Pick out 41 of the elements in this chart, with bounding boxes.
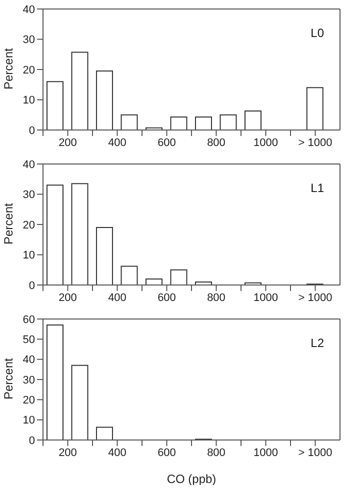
x-tick-label: 600 (158, 136, 176, 149)
y-tick-label: 40 (22, 158, 35, 171)
x-tick-label: 800 (207, 292, 226, 304)
y-tick-label: 40 (22, 354, 35, 366)
x-tick-label: > 1000 (298, 136, 332, 149)
y-tick-label: 30 (22, 34, 35, 46)
y-tick-label: 60 (22, 314, 35, 326)
x-tick-label: > 1000 (298, 292, 332, 304)
y-tick-label: 10 (22, 414, 35, 427)
y-tick-label: 50 (22, 334, 35, 346)
text: L1 (310, 181, 324, 195)
text: L0 (310, 26, 324, 40)
y-tick-label: 30 (22, 374, 35, 386)
y-axis-title: Percent (1, 202, 16, 244)
x-tick-label: 200 (58, 446, 77, 459)
y-tick-label: 20 (22, 394, 35, 407)
x-tick-label: 1000 (254, 292, 278, 304)
y-tick-label: 0 (28, 280, 35, 292)
y-tick-label: 20 (22, 64, 35, 76)
y-tick-label: 20 (22, 219, 35, 232)
x-tick-label: 200 (58, 136, 77, 149)
x-tick-label: > 1000 (298, 446, 332, 459)
y-tick-label: 0 (28, 434, 35, 447)
y-tick-label: 10 (22, 250, 35, 262)
x-tick-label: 800 (207, 136, 226, 149)
y-tick-label: 10 (22, 94, 35, 107)
text: L2 (310, 336, 324, 350)
y-axis-title: Percent (1, 47, 16, 90)
x-tick-label: 400 (108, 446, 126, 459)
x-tick-label: 600 (158, 292, 176, 304)
x-tick-label: 1000 (254, 136, 278, 149)
y-axis-title: Percent (1, 357, 16, 400)
y-tick-label: 0 (28, 124, 35, 137)
x-tick-label: 400 (108, 136, 126, 149)
x-tick-label: 400 (108, 292, 126, 304)
x-tick-label: 800 (207, 446, 226, 459)
x-tick-label: 1000 (254, 446, 278, 459)
x-tick-label: 200 (58, 292, 77, 304)
y-tick-label: 30 (22, 189, 35, 202)
y-tick-label: 40 (22, 4, 35, 16)
x-tick-label: 600 (158, 446, 176, 459)
